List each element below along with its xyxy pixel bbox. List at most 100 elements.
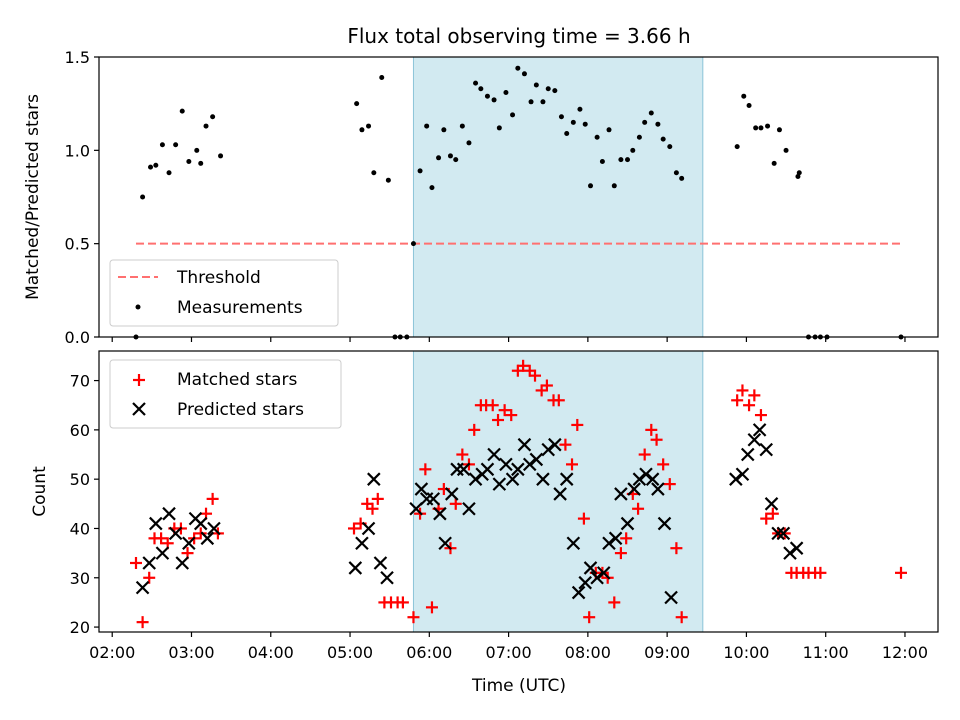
matched-point bbox=[743, 399, 756, 412]
data-point bbox=[636, 134, 642, 140]
data-point bbox=[203, 123, 209, 129]
predicted-point bbox=[135, 580, 150, 595]
predicted-point bbox=[759, 442, 774, 457]
y-tick-label: 20 bbox=[70, 618, 90, 637]
predicted-point bbox=[355, 536, 369, 551]
matched-point bbox=[645, 423, 658, 436]
predicted-point bbox=[444, 487, 459, 501]
matched-point bbox=[468, 423, 481, 436]
data-point bbox=[417, 168, 423, 174]
matched-point bbox=[540, 379, 553, 392]
data-point bbox=[533, 82, 539, 88]
matched-point bbox=[663, 478, 676, 491]
data-point bbox=[673, 170, 679, 176]
data-point bbox=[776, 127, 782, 133]
x-tick-label: 03:00 bbox=[168, 643, 214, 662]
predicted-point bbox=[596, 566, 611, 580]
matched-point bbox=[498, 404, 511, 417]
data-point bbox=[630, 147, 636, 153]
predicted-point bbox=[487, 447, 501, 462]
predicted-point bbox=[200, 531, 215, 546]
data-point bbox=[558, 114, 564, 120]
matched-point bbox=[529, 369, 542, 382]
data-point bbox=[491, 97, 497, 103]
matched-point bbox=[143, 571, 156, 584]
matched-point bbox=[425, 601, 438, 614]
predicted-point bbox=[505, 472, 520, 486]
data-point bbox=[606, 127, 612, 133]
matched-point bbox=[566, 458, 579, 471]
data-point bbox=[796, 170, 802, 176]
data-point bbox=[210, 114, 216, 120]
predicted-point bbox=[438, 536, 452, 551]
data-point bbox=[746, 103, 752, 109]
data-point bbox=[528, 99, 534, 105]
x-tick-label: 02:00 bbox=[89, 643, 135, 662]
top-panel-axes: 0.0 0.5 1.0 1.5 bbox=[65, 48, 906, 347]
matched-point bbox=[486, 399, 499, 412]
y-tick-label: 50 bbox=[70, 470, 90, 489]
matched-point bbox=[577, 512, 590, 525]
matched-point bbox=[206, 492, 219, 505]
bottom-legend-box bbox=[109, 359, 342, 429]
predicted-point bbox=[468, 472, 483, 486]
data-point bbox=[410, 241, 416, 247]
data-point bbox=[473, 80, 479, 86]
legend-matched-label: Matched stars bbox=[177, 370, 297, 390]
matched-point bbox=[348, 522, 361, 535]
predicted-point bbox=[627, 482, 641, 496]
matched-point bbox=[895, 566, 908, 579]
predicted-point bbox=[380, 570, 394, 585]
matched-point bbox=[505, 409, 518, 422]
bottom-panel-marks bbox=[129, 359, 908, 629]
data-point bbox=[588, 183, 594, 189]
predicted-point bbox=[664, 590, 678, 605]
data-point bbox=[194, 147, 200, 153]
predicted-point bbox=[614, 487, 628, 501]
data-point bbox=[734, 144, 740, 150]
top-panel-marks bbox=[133, 65, 904, 340]
predicted-point bbox=[578, 575, 593, 590]
matched-point bbox=[754, 409, 767, 422]
predicted-point bbox=[456, 462, 471, 477]
predicted-point bbox=[764, 497, 779, 511]
matched-point bbox=[366, 502, 379, 515]
data-point bbox=[618, 157, 624, 163]
data-point bbox=[521, 71, 527, 77]
predicted-point bbox=[142, 556, 156, 570]
data-point bbox=[366, 123, 372, 129]
y-tick-label: 1.0 bbox=[65, 141, 90, 160]
data-point bbox=[783, 147, 789, 153]
predicted-point bbox=[548, 437, 562, 452]
predicted-point bbox=[480, 462, 495, 477]
data-point bbox=[510, 112, 516, 118]
data-point bbox=[159, 142, 165, 148]
matched-point bbox=[814, 566, 827, 579]
data-point bbox=[577, 106, 583, 112]
data-point bbox=[436, 155, 442, 161]
predicted-point bbox=[155, 546, 170, 560]
predicted-point bbox=[776, 526, 791, 541]
matched-point bbox=[632, 502, 645, 515]
predicted-point bbox=[729, 472, 743, 486]
data-point bbox=[655, 121, 661, 127]
matched-point bbox=[194, 527, 207, 540]
predicted-point bbox=[168, 526, 183, 541]
predicted-point bbox=[462, 501, 476, 516]
data-point bbox=[599, 159, 605, 165]
matched-point bbox=[407, 611, 420, 624]
predicted-point bbox=[409, 501, 423, 516]
predicted-point bbox=[789, 541, 804, 555]
matched-point bbox=[456, 448, 469, 461]
data-point bbox=[741, 93, 747, 99]
data-point bbox=[429, 185, 435, 191]
matched-point bbox=[736, 384, 749, 397]
observing-window-shade bbox=[412, 56, 704, 338]
legend-predicted-label: Predicted stars bbox=[177, 400, 304, 420]
matched-point bbox=[155, 532, 168, 545]
data-point bbox=[218, 153, 224, 159]
x-tick-label: 07:00 bbox=[486, 643, 532, 662]
bottom-panel-frame bbox=[98, 350, 939, 633]
data-point bbox=[771, 160, 777, 166]
